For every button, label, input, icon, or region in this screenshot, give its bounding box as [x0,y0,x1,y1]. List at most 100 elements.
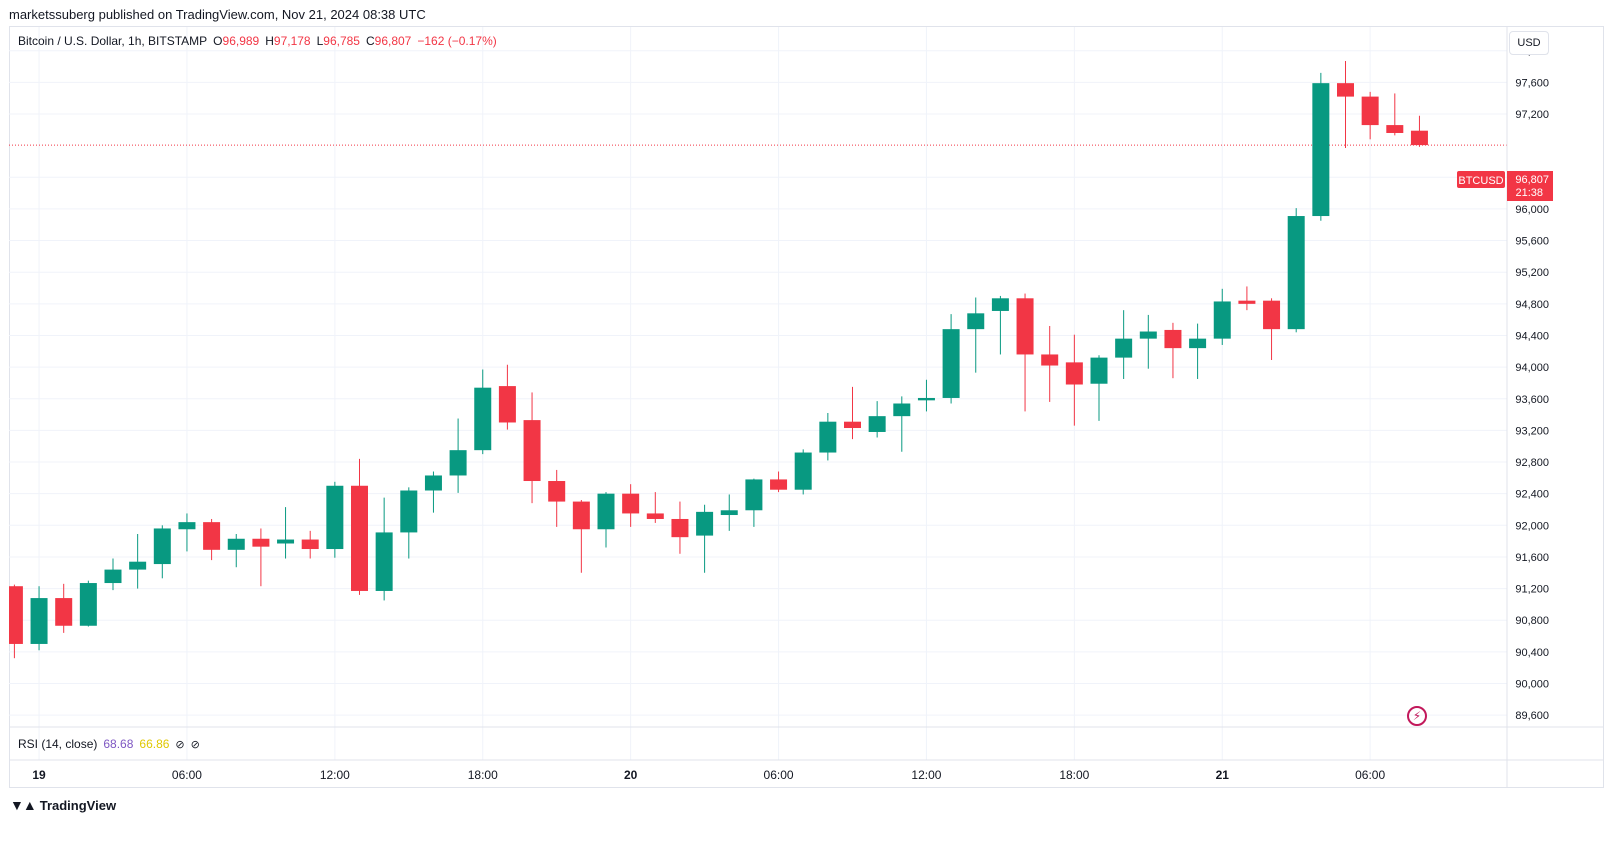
candle-body [104,569,122,584]
candle-body [622,493,640,514]
candle-body [400,490,418,533]
candle-body [917,397,935,401]
candle-body [498,386,516,423]
candle [819,412,837,461]
lightning-icon[interactable]: ⚡ [1407,706,1427,726]
symbol-name: Bitcoin / U.S. Dollar, 1h, BITSTAMP [18,34,208,48]
candle [375,497,393,601]
candle-body [1238,300,1256,304]
close-label: C [365,34,375,48]
candle [942,314,960,404]
x-tick-label: 18:00 [468,768,498,782]
candle-body [1139,331,1157,339]
candle [967,297,985,373]
change-value: −162 (−0.17%) [417,34,497,48]
price-tag-symbol: BTCUSD [1458,175,1503,187]
candle [917,379,935,412]
candle [474,369,492,455]
candle [79,580,97,627]
candles [9,61,1428,659]
candle-body [646,513,664,519]
candle-body [326,485,344,550]
price-tag-countdown: 21:38 [1515,187,1543,199]
price-tag-price: 96,807 [1515,174,1549,186]
grid [9,27,1507,760]
candle [572,499,590,573]
open-label: O [213,34,223,48]
candle-body [597,493,615,530]
candle-body [868,416,886,432]
candle [203,518,221,561]
candle-body [203,522,221,550]
candle [55,583,73,633]
candle-body [79,583,97,626]
y-tick-label: 94,000 [1515,362,1549,374]
candle-body [770,479,788,490]
candle-body [720,510,738,516]
candle-body [153,528,171,565]
y-tick-label: 90,400 [1515,647,1549,659]
hidden-icon-2[interactable]: ⊘ [190,739,200,751]
candle-body [178,522,196,530]
low-value: 96,785 [323,34,360,48]
candle [326,481,344,558]
close-value: 96,807 [374,34,412,48]
candle [1410,115,1428,147]
footer-brand-name: TradingView [39,797,117,813]
candle [770,471,788,493]
symbol-legend[interactable]: Bitcoin / U.S. Dollar, 1h, BITSTAMP O96,9… [18,34,497,48]
candle [301,530,319,559]
x-tick-label: 06:00 [172,768,202,782]
candle [1263,298,1281,360]
candle-body [1164,329,1182,349]
candle-body [277,539,295,544]
y-tick-label: 91,600 [1515,552,1549,564]
candle-body [1213,301,1231,339]
candle-body [9,586,23,644]
candle [153,525,171,579]
x-tick-label: 06:00 [764,768,794,782]
candle [9,584,23,659]
candle-body [1016,298,1034,355]
candle [449,418,467,493]
candle [1115,310,1133,379]
candle [1287,208,1305,333]
y-tick-label: 93,600 [1515,394,1549,406]
candle [104,558,122,591]
candle-body [548,481,566,502]
rsi-value: 68.68 [103,737,134,751]
candle [794,449,812,495]
footer-brand[interactable]: ▼▲ TradingView [10,797,116,813]
rsi-label: RSI (14, close) [18,737,98,751]
high-value: 97,178 [273,34,311,48]
candle [720,494,738,531]
candle [252,528,270,587]
candle [129,534,147,589]
candle [1189,323,1207,379]
y-tick-label: 90,000 [1515,678,1549,690]
candle-body [1287,216,1305,330]
candle [745,478,763,527]
candle [1139,314,1157,369]
candle [227,534,245,568]
currency-button[interactable]: USD [1509,31,1549,55]
candle-body [474,387,492,451]
candle-body [1337,83,1354,97]
x-tick-label: 12:00 [320,768,350,782]
high-label: H [265,34,274,48]
hidden-icon[interactable]: ⊘ [175,739,185,751]
y-tick-label: 95,200 [1515,267,1549,279]
y-tick-label: 93,200 [1515,425,1549,437]
candle [1090,355,1108,421]
candle-body [967,313,985,330]
candle-body [1189,338,1207,349]
tradingview-logo-icon: ▼▲ [10,797,37,813]
candle-body [844,421,861,429]
rsi-legend[interactable]: RSI (14, close) 68.68 66.86 ⊘ ⊘ [18,737,200,751]
candle-body [301,539,319,550]
chart-frame [9,26,1604,788]
candle-body [375,532,393,591]
y-tick-label: 92,000 [1515,520,1549,532]
candle [868,401,886,438]
